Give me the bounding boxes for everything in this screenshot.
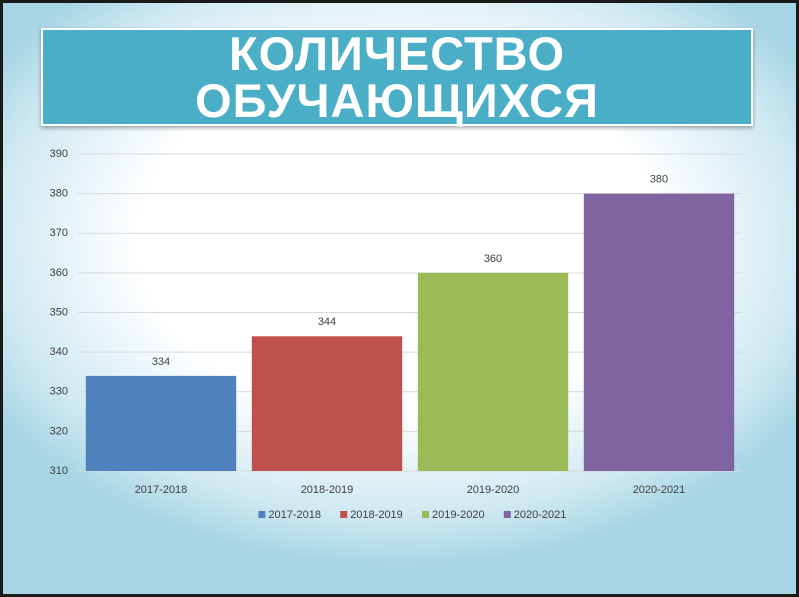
y-tick-label: 360: [50, 267, 68, 279]
legend-swatch: [258, 511, 266, 518]
x-tick-label: 2019-2020: [467, 484, 520, 496]
y-tick-label: 340: [50, 346, 68, 358]
data-label: 344: [318, 316, 336, 328]
y-tick-label: 310: [50, 465, 68, 477]
legend-swatch: [503, 511, 511, 518]
legend-label: 2019-2020: [432, 509, 485, 521]
y-tick-label: 390: [50, 148, 68, 160]
bar: [85, 375, 237, 471]
bar: [251, 336, 403, 471]
y-tick-label: 330: [50, 386, 68, 398]
chart: 310 320 330 340 350 360 370 380 390 2017-2018 334 2…: [50, 148, 742, 521]
y-tick-label: 350: [50, 306, 68, 318]
bar: [417, 272, 569, 471]
bar: [583, 193, 735, 471]
chart-title: КОЛИЧЕСТВО ОБУЧАЮЩИХСЯ: [41, 28, 753, 126]
legend-swatch: [340, 511, 348, 518]
legend-swatch: [422, 511, 429, 518]
x-tick-label: 2018-2019: [301, 484, 354, 496]
legend-label: 2017-2018: [268, 509, 321, 521]
y-tick-label: 380: [50, 188, 68, 200]
legend-label: 2018-2019: [350, 509, 403, 521]
legend-label: 2020-2021: [514, 509, 567, 521]
data-label: 334: [152, 356, 170, 368]
data-label: 360: [484, 253, 502, 265]
y-tick-label: 370: [50, 227, 68, 239]
x-tick-label: 2017-2018: [135, 484, 188, 496]
x-tick-label: 2020-2021: [633, 484, 686, 496]
y-tick-label: 320: [50, 425, 68, 437]
data-label: 380: [650, 174, 668, 186]
